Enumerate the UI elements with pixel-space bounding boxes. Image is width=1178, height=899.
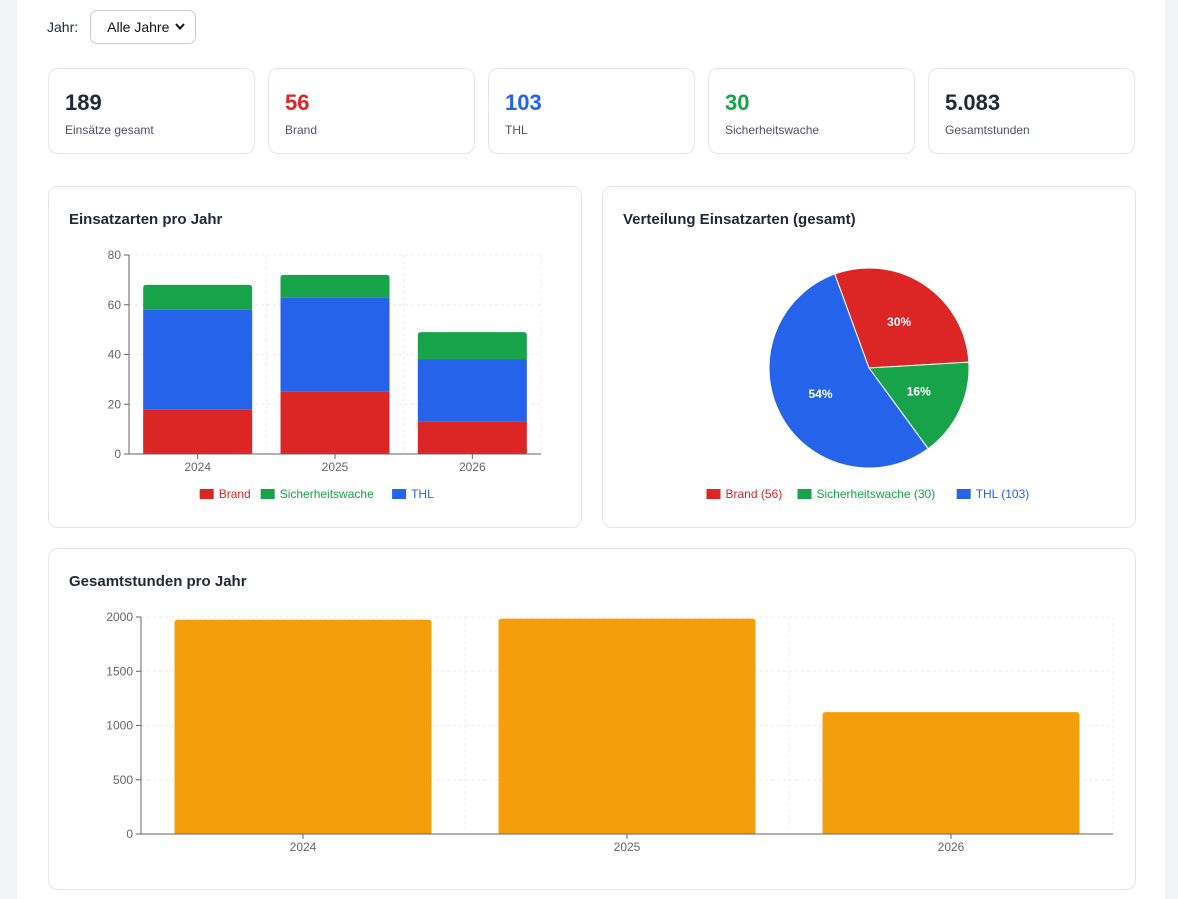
bar-segment-sicherheitswache [280, 274, 390, 298]
pie-percent-label: 54% [808, 387, 832, 401]
pie-chart-title: Verteilung Einsatzarten (gesamt) [623, 211, 856, 228]
y-tick-label: 500 [113, 773, 133, 787]
kpi-label: Gesamtstunden [945, 123, 1030, 137]
kpi-card-thl: 103 THL [488, 68, 695, 154]
pie-percent-label: 16% [907, 384, 931, 398]
kpi-value: 56 [285, 90, 310, 115]
stacked-chart-title: Einsatzarten pro Jahr [69, 211, 223, 228]
kpi-card-einsaetze: 189 Einsätze gesamt [48, 68, 255, 154]
legend-label: Sicherheitswache [280, 487, 374, 501]
bar-segment-thl [417, 359, 527, 422]
y-tick-label: 1500 [106, 664, 133, 678]
hours-chart-title: Gesamtstunden pro Jahr [69, 573, 247, 590]
bar-segment-brand [280, 391, 390, 454]
chevron-down-icon [175, 22, 185, 33]
dashboard-page: Jahr: Alle Jahre 189 Einsätze gesamt 56 … [17, 0, 1165, 899]
y-tick-label: 80 [108, 248, 122, 262]
pie-slice-sicherheitswache [868, 361, 970, 450]
legend-swatch [392, 489, 407, 499]
hours-bar [822, 712, 1080, 834]
x-tick-label: 2025 [322, 460, 349, 474]
kpi-label: THL [505, 123, 528, 137]
legend-label: Sicherheitswache (30) [817, 487, 936, 501]
kpi-value: 103 [505, 90, 542, 115]
kpi-row: 189 Einsätze gesamt 56 Brand 103 THL 30 … [48, 68, 1135, 154]
kpi-value: 189 [65, 90, 102, 115]
stacked-bar-chart: 0 20 40 60 80 2024 2025 2026 Brand Sicherheitswac… [108, 248, 542, 501]
x-tick-label: 2025 [614, 840, 641, 854]
legend-swatch [706, 489, 721, 499]
y-tick-label: 40 [108, 348, 122, 362]
kpi-card-gesamtstunden: 5.083 Gesamtstunden [928, 68, 1135, 154]
hours-bar [174, 619, 432, 834]
bar-segment-brand [417, 421, 527, 454]
pie-slice-thl [768, 273, 929, 469]
year-filter-label: Jahr: [47, 19, 79, 35]
legend-label: Brand [219, 487, 251, 501]
legend-swatch [260, 489, 275, 499]
legend-swatch [956, 489, 971, 499]
pie-slice-brand [834, 267, 970, 369]
kpi-label: Einsätze gesamt [65, 123, 154, 137]
hours-bar [498, 618, 756, 834]
year-select[interactable]: Alle Jahre [90, 10, 197, 44]
year-select-value: Alle Jahre [107, 19, 170, 35]
bar-segment-thl [280, 297, 390, 392]
hours-chart-card: Gesamtstunden pro Jahr 0 500 1000 1500 2000 2… [48, 548, 1136, 890]
hours-bar-chart: 0 500 1000 1500 2000 2024 2025 2026 [106, 610, 1114, 854]
bar-segment-sicherheitswache [417, 332, 527, 360]
kpi-card-brand: 56 Brand [268, 68, 475, 154]
x-tick-label: 2024 [290, 840, 317, 854]
x-tick-label: 2024 [184, 460, 211, 474]
x-tick-label: 2026 [938, 840, 965, 854]
y-tick-label: 20 [108, 397, 122, 411]
y-tick-label: 60 [108, 298, 122, 312]
legend-label: Brand (56) [726, 487, 783, 501]
kpi-label: Sicherheitswache [725, 123, 820, 137]
year-filter: Jahr: Alle Jahre [47, 10, 197, 44]
bar-segment-sicherheitswache [143, 284, 253, 310]
y-tick-label: 2000 [106, 610, 133, 624]
x-tick-label: 2026 [459, 460, 486, 474]
legend-label: THL [411, 487, 434, 501]
kpi-card-sicherheitswache: 30 Sicherheitswache [708, 68, 915, 154]
legend-swatch [199, 489, 214, 499]
y-tick-label: 1000 [106, 719, 133, 733]
bar-segment-thl [143, 309, 253, 410]
legend-label: THL (103) [976, 487, 1030, 501]
bar-segment-brand [143, 409, 253, 454]
stacked-chart-card: Einsatzarten pro Jahr 0 20 40 60 80 2024 2025 2… [48, 186, 582, 528]
kpi-value: 30 [725, 90, 750, 115]
pie-percent-label: 30% [887, 315, 911, 329]
pie-chart: 30% 16% 54% Brand (56) Sicherheitswache (30)… [706, 267, 1030, 501]
y-tick-label: 0 [114, 447, 121, 461]
kpi-value: 5.083 [945, 90, 1001, 115]
y-tick-label: 0 [126, 827, 133, 841]
legend-swatch [797, 489, 812, 499]
kpi-label: Brand [285, 123, 318, 137]
pie-chart-card: Verteilung Einsatzarten (gesamt) 30% 16% 5… [602, 186, 1136, 528]
